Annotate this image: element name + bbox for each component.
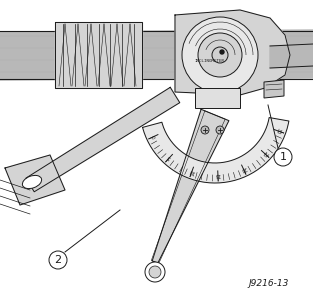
Text: 0: 0 — [151, 134, 157, 139]
Text: 10: 10 — [188, 168, 196, 174]
Circle shape — [149, 266, 161, 278]
Polygon shape — [0, 30, 313, 80]
Circle shape — [182, 17, 258, 93]
Polygon shape — [264, 80, 284, 98]
Circle shape — [49, 251, 67, 269]
Polygon shape — [55, 22, 142, 88]
Text: 30: 30 — [275, 127, 281, 135]
Text: 2: 2 — [54, 255, 62, 265]
Text: J9216-13: J9216-13 — [248, 279, 288, 288]
Polygon shape — [195, 88, 240, 108]
Polygon shape — [26, 87, 180, 192]
Text: 15: 15 — [215, 172, 221, 178]
Polygon shape — [175, 10, 290, 95]
Circle shape — [145, 262, 165, 282]
Polygon shape — [142, 118, 289, 183]
Circle shape — [274, 148, 292, 166]
Polygon shape — [152, 109, 229, 263]
Circle shape — [212, 47, 228, 63]
Text: 5: 5 — [167, 155, 172, 160]
Circle shape — [198, 33, 242, 77]
Polygon shape — [270, 44, 313, 68]
Text: 1: 1 — [280, 152, 286, 162]
Text: INCLINOMETER: INCLINOMETER — [195, 59, 225, 63]
Circle shape — [220, 50, 224, 54]
Polygon shape — [5, 155, 65, 205]
Circle shape — [201, 126, 209, 134]
Ellipse shape — [23, 176, 42, 189]
Text: 25: 25 — [260, 149, 268, 157]
Text: 20: 20 — [239, 165, 247, 172]
Circle shape — [216, 126, 224, 134]
